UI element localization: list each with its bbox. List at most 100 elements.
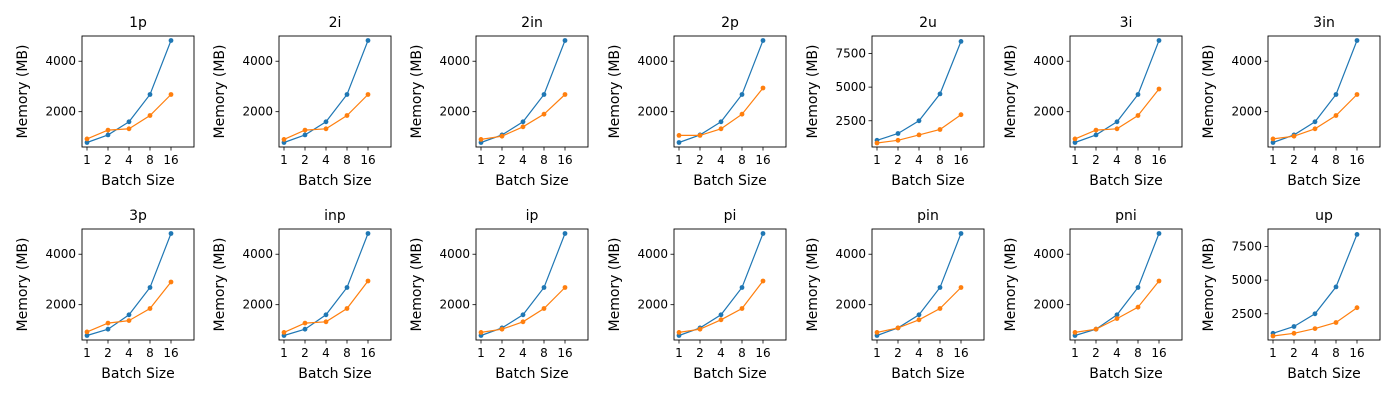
data-point [895,131,901,136]
data-point [1093,127,1099,133]
y-tick-label: 4000 [637,247,668,261]
data-point [126,126,132,132]
x-tick-label: 2 [301,346,309,360]
data-point [937,285,943,290]
x-tick-label: 16 [953,153,968,167]
x-tick-label: 8 [343,153,351,167]
data-point [739,285,745,290]
series-line-2 [1074,280,1160,333]
x-tick-label: 1 [1071,346,1079,360]
data-point [541,111,547,117]
data-point [499,133,505,139]
series-line-2 [86,281,172,333]
subplot-title: ip [526,208,539,224]
x-tick-label: 8 [1332,346,1340,360]
axes-frame [1267,35,1381,148]
x-axis-label: Batch Size [1287,366,1360,382]
subplot-title: up [1315,208,1333,224]
data-point [1354,305,1360,311]
subplot-title: 1p [129,15,147,31]
y-axis-label: Memory (MB) [607,45,623,139]
data-point [1114,316,1120,321]
data-point [499,326,505,332]
data-point [937,306,943,311]
data-point [147,92,153,97]
series-line-1 [1272,234,1358,334]
x-tick-label: 2 [498,153,506,167]
data-point [760,85,766,91]
data-point [302,127,308,133]
x-tick-label: 4 [322,346,330,360]
data-point [718,119,724,125]
axes-frame [871,228,985,341]
data-point [84,333,90,338]
x-tick-label: 1 [1269,346,1277,360]
x-tick-label: 8 [1134,153,1142,167]
data-point [958,285,964,290]
axes-frame [871,35,985,148]
x-tick-label: 2 [498,346,506,360]
y-axis-label: Memory (MB) [1003,238,1019,332]
data-point [895,325,901,331]
x-tick-label: 16 [163,346,178,360]
data-point [541,92,547,97]
data-point [718,312,724,318]
data-point [1333,320,1339,325]
x-axis-label: Batch Size [101,366,174,382]
data-point [1333,92,1339,97]
subplot-2i: 2i 1 2 4 8 16 2000 4000 Batch Size Memory (MB) [212,15,392,189]
x-tick-label: 2 [894,346,902,360]
data-point [302,132,308,138]
x-tick-label: 4 [717,346,725,360]
subplot-pni: pni 1 2 4 8 16 2000 4000 Batch Size Memory (MB) [1003,208,1183,382]
x-tick-label: 1 [280,346,288,360]
subplot-inp: inp 1 2 4 8 16 2000 4000 Batch Size Memory (MB) [212,208,392,382]
y-axis-label: Memory (MB) [1201,238,1217,332]
subplot-title: pni [1115,208,1137,224]
x-tick-label: 1 [83,153,91,167]
data-point [1093,132,1099,138]
axes-frame [81,35,195,148]
x-tick-label: 4 [519,153,527,167]
subplot-2p: 2p 1 2 4 8 16 2000 4000 Batch Size Memory (MB) [607,15,787,189]
data-point [1312,326,1318,331]
x-axis-label: Batch Size [693,173,766,189]
data-point [84,136,90,142]
data-point [147,306,153,311]
data-point [760,38,766,43]
data-point [718,126,724,132]
data-point [958,112,964,118]
x-tick-label: 8 [146,346,154,360]
data-point [168,92,174,97]
data-point [718,317,724,323]
x-tick-label: 4 [1113,346,1121,360]
y-axis-label: Memory (MB) [805,238,821,332]
x-tick-label: 2 [1290,153,1298,167]
data-point [1291,324,1297,329]
x-tick-label: 1 [280,153,288,167]
x-tick-label: 2 [301,153,309,167]
data-point [739,306,745,311]
data-point [126,318,132,323]
data-point [937,91,943,97]
x-tick-label: 1 [1269,153,1277,167]
y-axis-label: Memory (MB) [212,238,228,332]
data-point [916,312,922,318]
y-tick-label: 4000 [1033,54,1064,68]
data-point [1291,330,1297,336]
subplot-ip: ip 1 2 4 8 16 2000 4000 Batch Size Memory (MB) [409,208,589,382]
subplot-1p: 1p 1 2 4 8 16 2000 4000 Batch Size Memory (MB) [15,15,195,189]
data-point [323,319,329,325]
subplot-title: 2in [521,15,543,31]
y-tick-label: 2000 [1033,105,1064,119]
subplot-title: 3in [1313,15,1335,31]
data-point [676,330,682,335]
x-tick-label: 8 [343,346,351,360]
data-point [1291,133,1297,139]
x-tick-label: 4 [1113,153,1121,167]
data-point [147,285,153,290]
x-tick-label: 1 [873,153,881,167]
y-tick-label: 4000 [439,54,470,68]
data-point [344,113,350,118]
subplot-3i: 3i 1 2 4 8 16 2000 4000 Batch Size Memory (MB) [1003,15,1183,189]
